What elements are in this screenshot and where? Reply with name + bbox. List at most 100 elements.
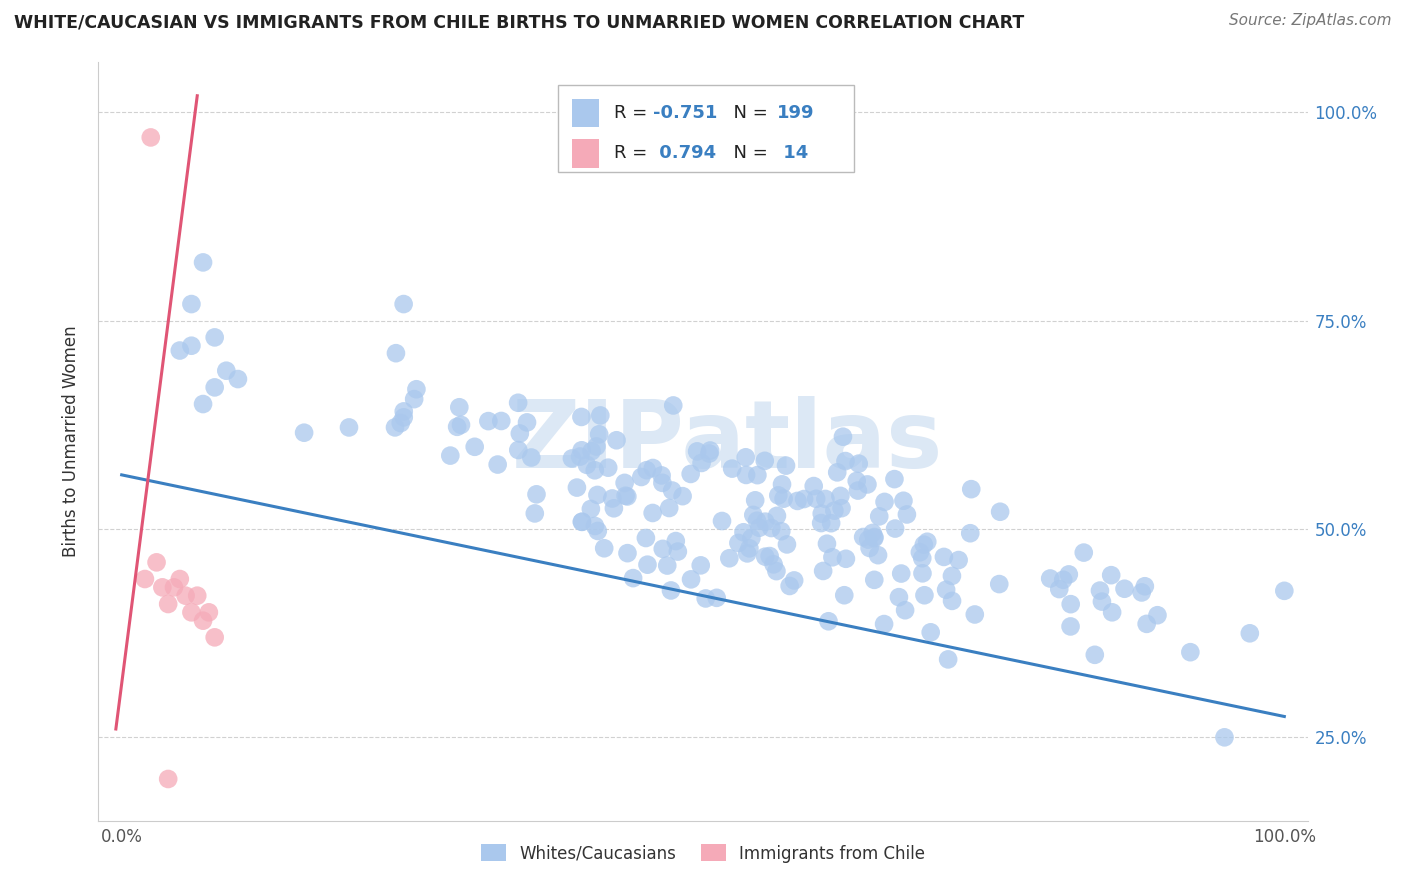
Point: [651, 475, 673, 490]
Point: [911, 551, 934, 566]
Point: [641, 461, 664, 475]
Point: [775, 458, 797, 473]
Point: [204, 380, 226, 394]
Point: [405, 382, 427, 396]
Point: [718, 551, 741, 566]
Point: [804, 491, 827, 506]
Point: [565, 481, 588, 495]
Point: [593, 541, 616, 556]
Point: [1146, 608, 1168, 623]
Point: [856, 477, 879, 491]
Point: [180, 297, 202, 311]
Point: [614, 489, 637, 503]
Point: [890, 566, 912, 581]
Point: [392, 297, 415, 311]
Point: [1047, 582, 1070, 596]
Point: [747, 468, 769, 483]
Point: [641, 506, 664, 520]
Point: [699, 443, 721, 458]
Point: [845, 474, 868, 488]
Point: [848, 457, 870, 471]
Point: [1091, 594, 1114, 608]
Point: [858, 533, 880, 547]
Point: [150, 580, 173, 594]
Point: [941, 569, 963, 583]
Point: [157, 772, 180, 786]
Point: [679, 467, 702, 481]
Text: Source: ZipAtlas.com: Source: ZipAtlas.com: [1229, 13, 1392, 29]
Point: [658, 501, 681, 516]
Point: [157, 597, 180, 611]
Point: [180, 339, 202, 353]
Point: [912, 538, 935, 552]
Point: [932, 549, 955, 564]
Point: [389, 416, 412, 430]
Point: [605, 434, 627, 448]
Text: N =: N =: [723, 145, 773, 162]
Point: [1114, 582, 1136, 596]
Point: [936, 652, 959, 666]
Point: [761, 521, 783, 535]
Point: [820, 516, 842, 531]
Point: [651, 468, 673, 483]
Point: [385, 346, 408, 360]
Point: [863, 573, 886, 587]
Point: [1099, 568, 1122, 582]
Point: [742, 508, 765, 522]
Point: [917, 534, 939, 549]
Point: [571, 443, 593, 458]
Point: [186, 589, 208, 603]
Point: [920, 625, 942, 640]
Point: [762, 558, 785, 572]
Point: [960, 482, 983, 496]
Point: [583, 519, 606, 533]
Point: [858, 541, 880, 555]
Point: [817, 614, 839, 628]
Point: [450, 417, 472, 432]
Point: [727, 536, 749, 550]
Point: [579, 502, 602, 516]
Point: [491, 414, 513, 428]
Point: [711, 514, 734, 528]
Point: [770, 477, 793, 491]
Point: [959, 526, 981, 541]
Point: [613, 475, 636, 490]
Legend: Whites/Caucasians, Immigrants from Chile: Whites/Caucasians, Immigrants from Chile: [474, 838, 932, 869]
Point: [832, 430, 855, 444]
Point: [830, 489, 852, 503]
Point: [292, 425, 315, 440]
Point: [191, 255, 214, 269]
Point: [384, 420, 406, 434]
Point: [776, 537, 799, 551]
Point: [786, 494, 808, 508]
Point: [636, 463, 658, 477]
Point: [666, 544, 689, 558]
Point: [908, 545, 931, 559]
Point: [523, 507, 546, 521]
Point: [803, 479, 825, 493]
Point: [392, 404, 415, 418]
Point: [894, 603, 917, 617]
Point: [738, 541, 761, 556]
Point: [963, 607, 986, 622]
Text: R =: R =: [613, 145, 652, 162]
Point: [679, 572, 702, 586]
Point: [765, 564, 787, 578]
Point: [616, 490, 638, 504]
Point: [661, 483, 683, 498]
Point: [868, 509, 890, 524]
Point: [588, 427, 610, 442]
Point: [569, 450, 592, 464]
Point: [191, 397, 214, 411]
Point: [581, 444, 603, 458]
Point: [145, 555, 167, 569]
Point: [1084, 648, 1107, 662]
Point: [823, 503, 845, 517]
Point: [735, 546, 758, 560]
Point: [583, 463, 606, 477]
Text: 199: 199: [776, 104, 814, 122]
Point: [139, 130, 162, 145]
Point: [634, 531, 657, 545]
Point: [169, 343, 191, 358]
Point: [893, 493, 915, 508]
